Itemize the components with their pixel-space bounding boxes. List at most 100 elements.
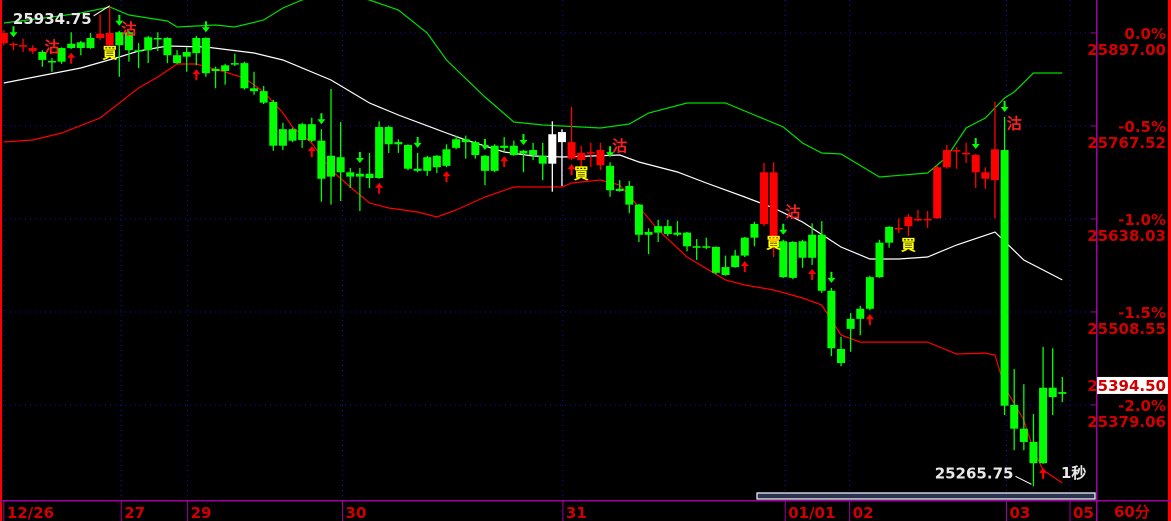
sell-signal-label: 沽 — [785, 203, 800, 221]
candle-body — [529, 150, 538, 156]
percent-label: 0.0% — [1124, 25, 1166, 43]
candle-body — [38, 51, 47, 60]
candle-body — [86, 37, 95, 49]
candle-body — [355, 173, 364, 177]
candle — [86, 32, 95, 49]
candle-body — [115, 32, 124, 46]
candle — [317, 129, 326, 202]
percent-label: -2.0% — [1118, 397, 1166, 415]
candle — [240, 61, 249, 90]
candle — [394, 139, 403, 153]
percent-label: -0.5% — [1118, 118, 1166, 136]
candle — [230, 53, 239, 67]
candle-body — [394, 142, 403, 145]
candle-body — [721, 267, 730, 275]
candle — [278, 122, 287, 151]
candle — [1048, 348, 1057, 416]
candle-body — [240, 63, 249, 89]
timeframe-label[interactable]: 60分 — [1114, 503, 1150, 521]
candle — [1029, 413, 1038, 487]
candle — [500, 137, 509, 153]
candle-body — [144, 37, 153, 51]
candle-body — [452, 139, 461, 148]
candle-body — [615, 188, 624, 191]
candle — [298, 122, 307, 148]
buy-signal-label: 買 — [102, 44, 117, 62]
candle — [423, 155, 432, 176]
candle — [9, 42, 18, 51]
candle-body — [586, 152, 595, 154]
candle — [432, 155, 441, 174]
time-axis: 12/26 27 29 30 31 01/01 02 03 05 — [3, 500, 1094, 521]
candle — [529, 142, 538, 161]
candle-body — [317, 140, 326, 179]
candle — [644, 228, 653, 255]
candle — [346, 167, 355, 189]
candle — [124, 30, 133, 62]
candle-body — [346, 172, 355, 177]
candle-body — [808, 234, 817, 258]
candle — [692, 239, 701, 260]
candle-body — [163, 37, 172, 56]
candle — [173, 50, 182, 64]
candle — [586, 142, 595, 168]
candle-body — [654, 226, 663, 233]
candle — [750, 221, 759, 247]
candle — [221, 63, 230, 85]
candle — [375, 121, 384, 179]
candle-body — [933, 167, 942, 219]
candle-body — [134, 50, 143, 52]
candle — [673, 221, 682, 237]
max-price-label: 25934.75 — [13, 10, 92, 28]
candle — [288, 127, 297, 143]
candle — [269, 99, 278, 151]
candle-body — [740, 237, 749, 256]
candle — [596, 142, 605, 171]
candle-body — [221, 65, 230, 72]
candle-body — [403, 145, 412, 169]
price-label: 25508.55 — [1087, 320, 1166, 338]
candle — [606, 162, 615, 197]
candle-body — [913, 218, 922, 221]
buy-arrow-icon — [442, 171, 451, 183]
max-pointer-line — [93, 5, 110, 17]
candle — [96, 14, 105, 41]
candle — [885, 226, 894, 248]
candle-body — [47, 60, 56, 63]
sell-arrow-icon — [413, 136, 422, 148]
candle-body — [461, 139, 470, 143]
candle — [519, 150, 528, 173]
date-label: 27 — [124, 504, 145, 521]
price-label: 25379.06 — [1087, 413, 1166, 431]
candle-body — [837, 348, 846, 363]
price-label: 25767.52 — [1087, 134, 1166, 152]
candle-body — [384, 127, 393, 145]
candle — [538, 142, 547, 181]
scrollbar[interactable] — [756, 492, 1096, 500]
candle — [327, 88, 336, 205]
buy-arrow-icon — [192, 69, 201, 81]
price-axis: 0.0%25897.00 -0.5%25767.52 -1.0%25638.03 -1… — [1087, 25, 1168, 431]
candle — [182, 47, 191, 72]
candle-body — [307, 124, 316, 141]
tick-interval-label: 1秒 — [1061, 464, 1086, 482]
candle — [894, 218, 903, 233]
price-label: 25897.00 — [1087, 41, 1166, 59]
buy-arrow-icon — [808, 268, 817, 280]
candle-body — [981, 172, 990, 179]
price-label: 25638.03 — [1087, 227, 1166, 245]
date-label: 29 — [191, 504, 212, 521]
candle-body — [990, 149, 999, 181]
candle-body — [625, 185, 634, 205]
candle — [1058, 376, 1067, 403]
sell-arrow-icon — [606, 146, 615, 158]
candle-body — [413, 168, 422, 171]
min-price-label: 25265.75 — [935, 464, 1014, 482]
candle-body — [567, 142, 576, 159]
candle — [808, 223, 817, 265]
candle-body — [298, 124, 307, 140]
candle-body — [711, 246, 720, 273]
sell-arrow-icon — [1000, 100, 1009, 112]
candle-body — [731, 255, 740, 268]
